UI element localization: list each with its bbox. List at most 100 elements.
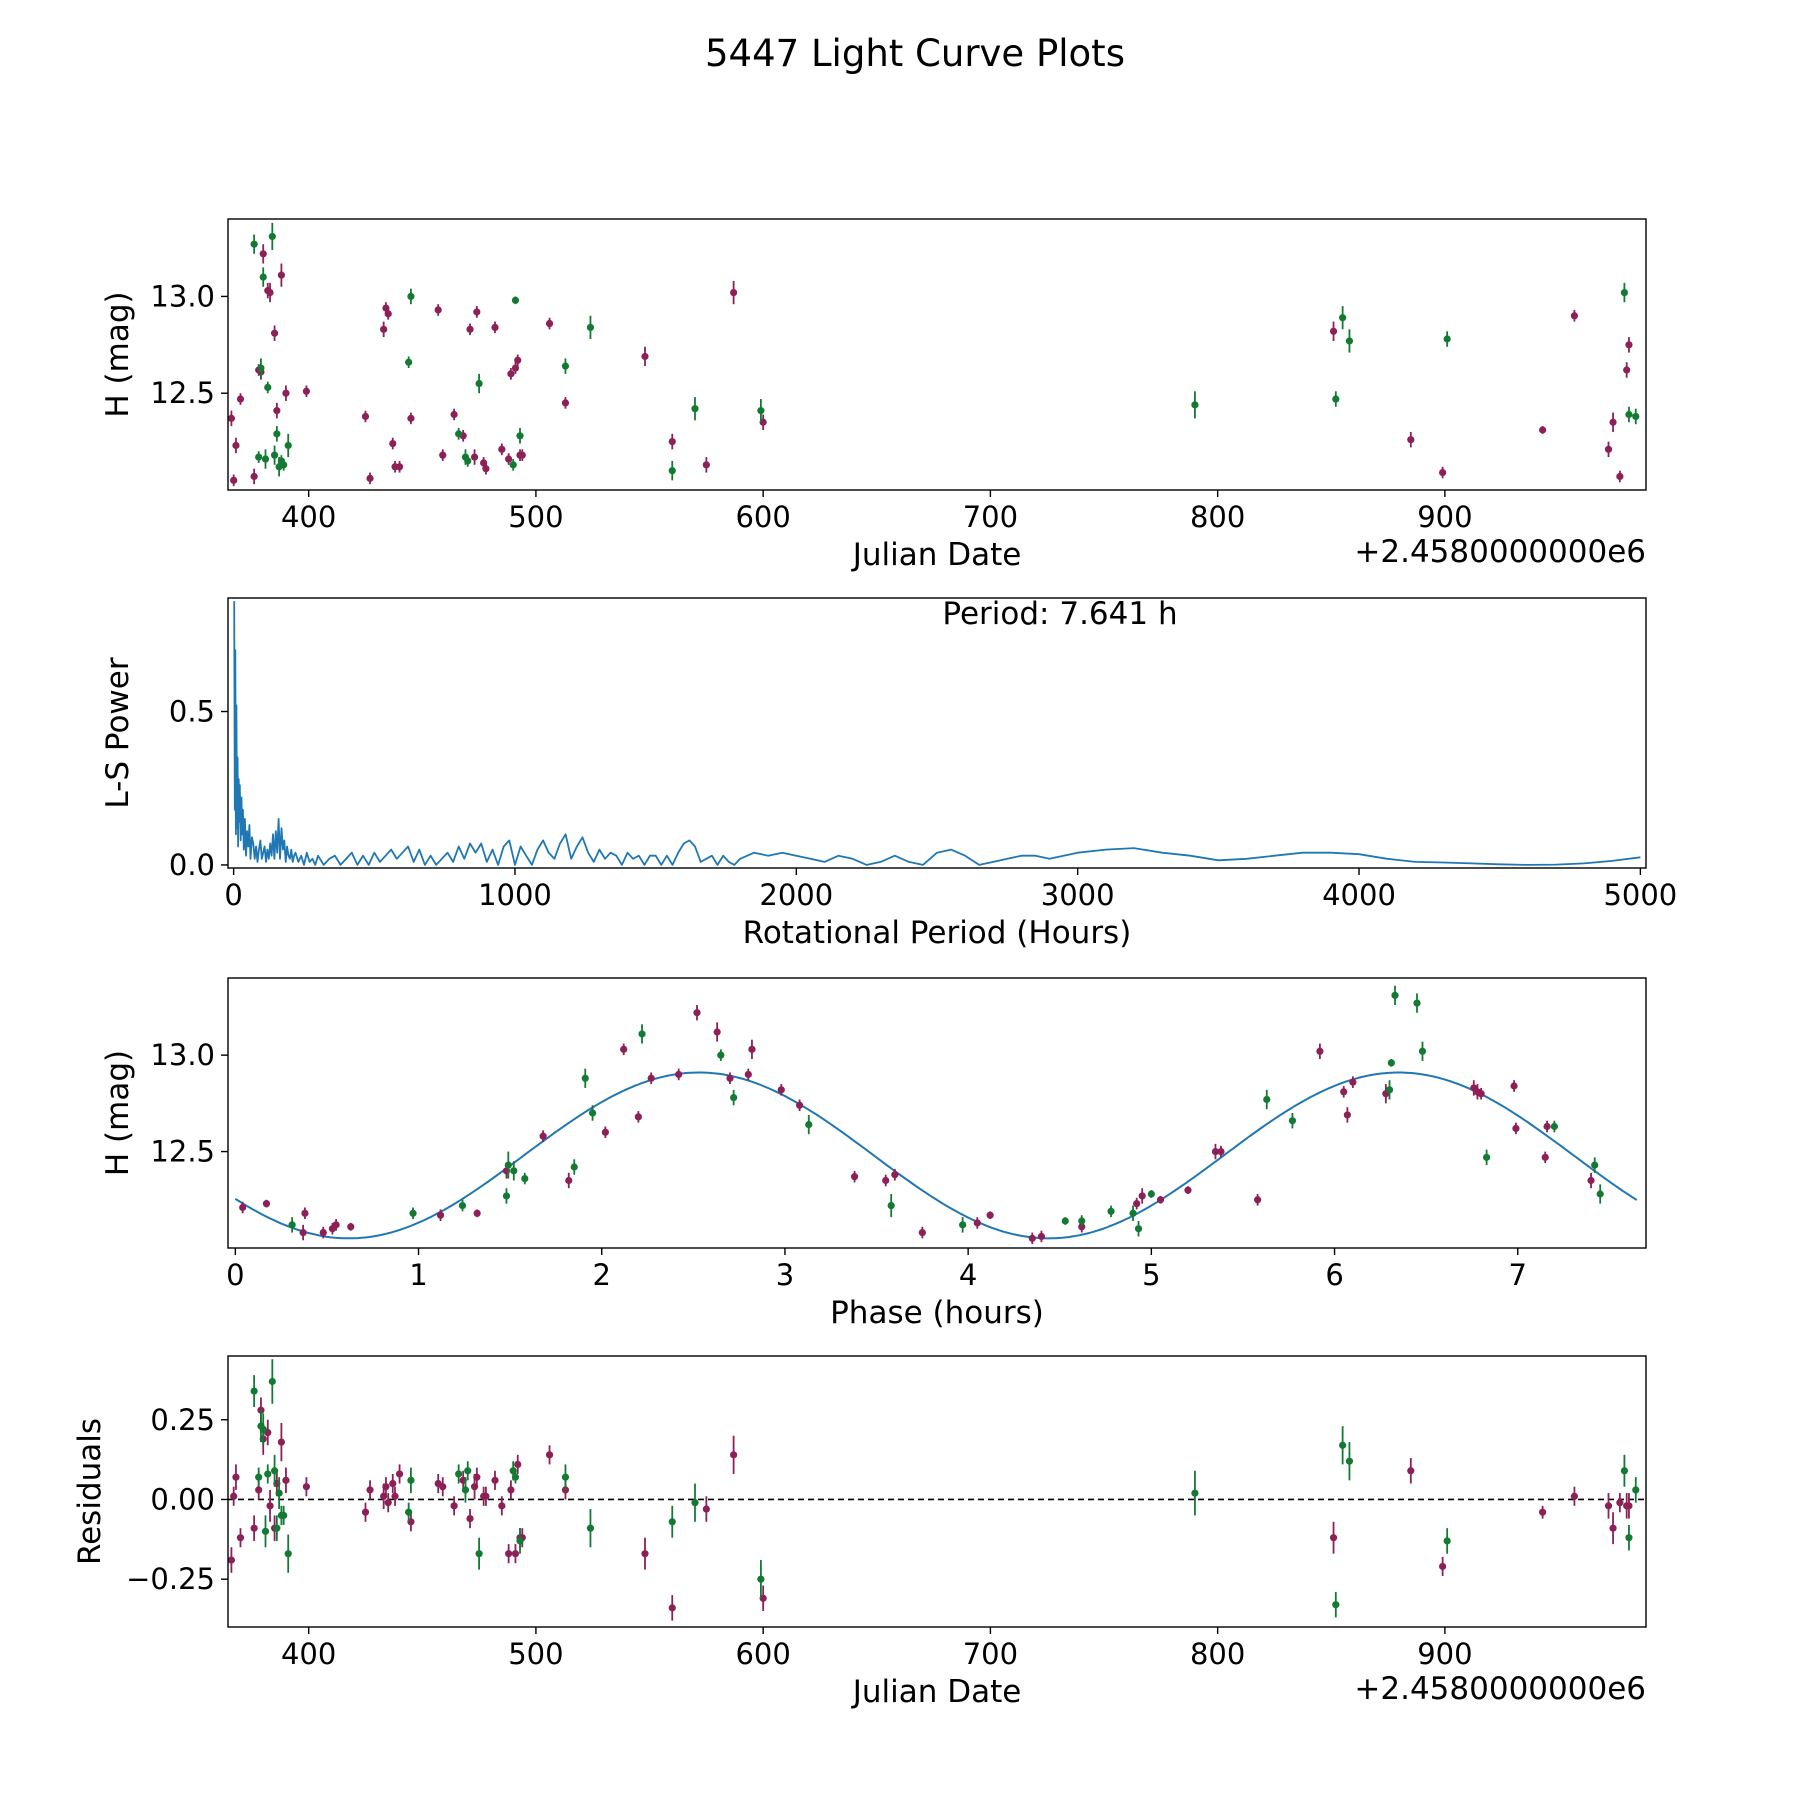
data-point (1156, 1196, 1165, 1204)
data-point (389, 439, 397, 448)
data-point (236, 1534, 245, 1542)
data-point (491, 1476, 499, 1484)
data-point (236, 395, 245, 403)
data-point (516, 1537, 524, 1545)
x-tick-label: 600 (735, 1637, 790, 1671)
data-point (250, 472, 258, 481)
data-point (586, 1524, 595, 1532)
data-point (482, 1492, 490, 1500)
data-point (1570, 312, 1579, 320)
data-point (264, 1470, 272, 1478)
data-point (270, 329, 279, 337)
light-curve-series-1 (228, 244, 1633, 487)
data-point (288, 1221, 296, 1229)
data-point (280, 461, 288, 469)
data-point (668, 1604, 676, 1612)
data-point (366, 474, 374, 482)
data-point (918, 1228, 926, 1237)
data-point (959, 1221, 967, 1229)
data-point (395, 463, 404, 471)
x-tick-label: 800 (1190, 1637, 1245, 1671)
data-point (514, 1460, 522, 1468)
data-point (1387, 1059, 1395, 1067)
periodogram-frame (227, 597, 1647, 869)
data-point (491, 323, 499, 331)
x-offset-label: +2.4580000000e6 (1354, 1671, 1646, 1707)
data-point (1339, 314, 1347, 322)
data-point (250, 240, 258, 248)
data-point (620, 1045, 628, 1053)
x-tick-label: 7 (1509, 1258, 1527, 1292)
periodogram-panel: 0 1000 2000 3000 4000 5000 0.0 0.5 Rotational Pe… (100, 596, 1677, 951)
data-point (1329, 1534, 1338, 1542)
data-point (1609, 1524, 1617, 1532)
x-tick-label: 3000 (1041, 878, 1115, 912)
y-axis-label: L-S Power (100, 657, 136, 808)
data-point (239, 1203, 247, 1212)
data-point (1510, 1082, 1518, 1090)
data-point (407, 414, 415, 422)
data-point (511, 1473, 520, 1481)
data-point (255, 1486, 263, 1494)
x-tick-label: 0 (226, 1258, 244, 1292)
data-point (1191, 1489, 1199, 1497)
x-tick-label: 900 (1417, 1637, 1472, 1671)
data-point (691, 405, 699, 413)
data-point (332, 1221, 340, 1229)
x-tick-label: 6 (1325, 1258, 1343, 1292)
data-point (299, 1228, 307, 1237)
data-point (264, 383, 272, 392)
data-point (505, 455, 513, 463)
data-point (1345, 1457, 1354, 1465)
data-point (570, 1163, 578, 1171)
data-point (1407, 436, 1415, 444)
y-tick-label: 12.5 (150, 376, 215, 410)
data-point (777, 1086, 785, 1094)
data-point (380, 325, 388, 333)
data-point (436, 1211, 445, 1219)
period-annotation: Period: 7.641 h (942, 596, 1177, 632)
data-point (473, 1209, 481, 1217)
data-point (1587, 1176, 1595, 1185)
data-point (282, 389, 290, 397)
data-point (407, 1476, 415, 1484)
data-point (1037, 1232, 1046, 1241)
y-axis-label: H (mag) (100, 291, 136, 417)
data-point (301, 1209, 309, 1217)
data-point (730, 1451, 738, 1459)
x-offset-label: +2.4580000000e6 (1354, 534, 1646, 570)
data-point (1477, 1090, 1485, 1098)
data-point (1550, 1122, 1558, 1131)
data-point (757, 1575, 765, 1583)
data-point (259, 273, 267, 281)
data-point (545, 319, 554, 328)
x-axis-label: Julian Date (851, 537, 1022, 573)
data-point (302, 1483, 310, 1491)
data-point (266, 288, 274, 297)
x-tick-label: 4000 (1322, 878, 1396, 912)
data-point (466, 1515, 474, 1523)
x-tick-label: 3 (776, 1258, 794, 1292)
data-point (228, 1556, 236, 1564)
data-point (498, 445, 506, 453)
data-point (273, 430, 281, 438)
data-point (498, 1502, 506, 1510)
data-point (232, 1473, 240, 1481)
data-point (277, 1438, 286, 1446)
data-point (273, 407, 281, 415)
x-tick-label: 1000 (478, 878, 552, 912)
x-axis-label: Julian Date (851, 1674, 1022, 1710)
figure-title: 5447 Light Curve Plots (705, 32, 1125, 75)
data-point (259, 250, 267, 258)
data-point (230, 476, 238, 484)
data-point (261, 455, 270, 463)
data-point (482, 465, 490, 473)
data-point (561, 1473, 570, 1481)
data-point (1028, 1234, 1036, 1242)
data-point (757, 407, 765, 415)
data-point (505, 1550, 513, 1558)
y-tick-label: 12.5 (150, 1135, 215, 1169)
data-point (1623, 366, 1631, 374)
data-point (284, 441, 292, 450)
data-point (439, 1483, 447, 1491)
